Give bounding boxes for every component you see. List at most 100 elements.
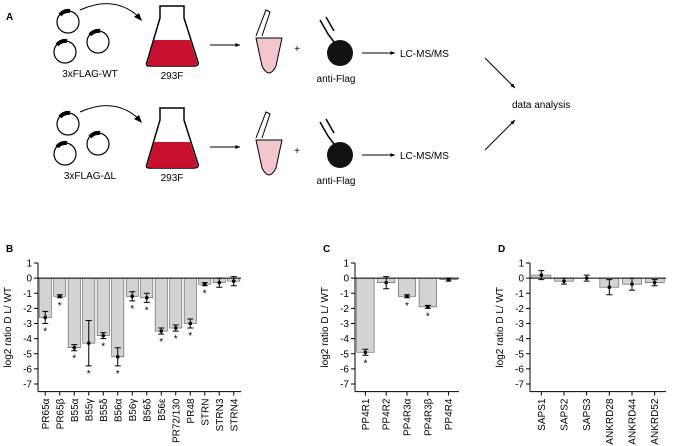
mean-dot	[115, 354, 120, 359]
y-tick-label: -7	[515, 380, 524, 391]
method-label: LC-MS/MS	[400, 49, 449, 60]
arrow	[484, 119, 516, 151]
x-tick-label: SAPS3	[582, 398, 593, 431]
plasmid-insert	[88, 130, 101, 139]
y-tick-label: 0	[343, 274, 349, 285]
x-tick-label: PP4R4	[444, 398, 455, 430]
significance-marker: *	[174, 334, 178, 345]
mean-dot	[217, 280, 222, 285]
antibody	[319, 16, 335, 43]
significance-marker: *	[72, 354, 76, 365]
mean-dot	[405, 294, 409, 299]
mean-dot	[539, 273, 544, 277]
arrow-head	[235, 43, 240, 47]
y-tick-label: -3	[23, 319, 32, 330]
y-tick-label: -5	[340, 349, 349, 360]
tube-cap	[255, 111, 271, 139]
antibody	[319, 118, 335, 145]
cells-label: 293F	[161, 173, 184, 184]
x-tick-label: PP4R1	[361, 398, 372, 430]
y-tick-label: 1	[343, 259, 349, 270]
mean-dot	[159, 329, 164, 333]
y-tick-label: -6	[515, 364, 524, 375]
significance-marker: *	[43, 327, 47, 338]
mean-dot	[86, 341, 91, 345]
y-tick-label: -4	[23, 334, 32, 345]
x-tick-label: ANKRD52	[650, 398, 661, 445]
mean-dot	[188, 321, 193, 326]
y-tick-label: -2	[515, 304, 524, 315]
significance-marker: *	[58, 301, 62, 312]
bar	[96, 277, 110, 336]
y-tick-label: 0	[518, 274, 524, 285]
x-tick-label: B56α	[113, 398, 124, 422]
bar	[154, 277, 168, 332]
plus: +	[294, 44, 300, 55]
y-axis-label: log2 ratio D L/ WT	[320, 287, 331, 368]
plus: +	[294, 146, 300, 157]
bar	[111, 277, 125, 358]
mean-dot	[652, 280, 657, 285]
significance-marker: *	[363, 358, 367, 369]
medium	[147, 40, 198, 65]
tube	[255, 37, 283, 74]
bead	[327, 40, 353, 66]
mean-dot	[57, 294, 62, 299]
mean-dot	[72, 345, 77, 350]
y-tick-label: 0	[26, 274, 32, 285]
arrow	[484, 57, 516, 89]
tube-cap	[255, 9, 271, 37]
y-tick-label: -5	[23, 349, 32, 360]
mean-dot	[630, 282, 634, 286]
plasmid-insert	[58, 8, 71, 17]
x-tick-label: PR72/130	[171, 398, 182, 443]
output-label: data analysis	[512, 100, 570, 111]
x-tick-label: PR65β	[55, 398, 66, 429]
y-tick-label: -5	[515, 349, 524, 360]
arrow-head	[390, 51, 395, 55]
mean-dot	[231, 279, 236, 283]
x-tick-label: PP4R3α	[403, 398, 414, 436]
mean-dot	[363, 350, 368, 355]
arrow-head	[134, 115, 142, 123]
panel-label: A	[6, 12, 13, 23]
y-tick-label: 1	[26, 259, 32, 270]
y-axis-label: log2 ratio D L/ WT	[495, 287, 506, 368]
x-tick-label: B55α	[70, 398, 81, 422]
x-tick-label: ANKRD28	[605, 398, 616, 445]
y-tick-label: -4	[340, 334, 349, 345]
panel-label: C	[323, 244, 330, 255]
plasmid-insert	[55, 38, 68, 47]
significance-marker: *	[203, 289, 207, 300]
significance-marker: *	[116, 369, 120, 380]
antibody-label: anti-Flag	[317, 74, 356, 85]
y-tick-label: -6	[340, 364, 349, 375]
x-tick-label: PR48	[186, 398, 197, 423]
x-tick-label: STRN	[200, 399, 211, 426]
mean-dot	[173, 326, 178, 330]
arrow-head	[510, 83, 515, 88]
significance-marker: *	[130, 304, 134, 315]
y-axis-label: log2 ratio D L/ WT	[3, 287, 14, 368]
y-tick-label: -6	[23, 364, 32, 375]
plasmid-label: 3xFLAG-WT	[62, 69, 118, 80]
mean-dot	[426, 305, 430, 309]
x-tick-label: SAPS2	[560, 398, 571, 431]
mean-dot	[130, 294, 135, 299]
medium	[147, 142, 198, 167]
significance-marker: *	[87, 369, 91, 380]
significance-marker: *	[188, 331, 192, 342]
x-tick-label: ANKRD44	[628, 398, 639, 445]
y-tick-label: -3	[515, 319, 524, 330]
x-tick-label: STRN3	[215, 398, 226, 431]
bar	[356, 277, 375, 353]
bar	[53, 277, 67, 297]
mean-dot	[446, 277, 451, 282]
x-tick-label: STRN4	[229, 398, 240, 431]
curved-arrow	[79, 105, 141, 121]
x-tick-label: B55γ	[84, 399, 95, 422]
antibody-label: anti-Flag	[317, 176, 356, 187]
arrow-head	[235, 145, 240, 149]
significance-marker: *	[145, 305, 149, 316]
